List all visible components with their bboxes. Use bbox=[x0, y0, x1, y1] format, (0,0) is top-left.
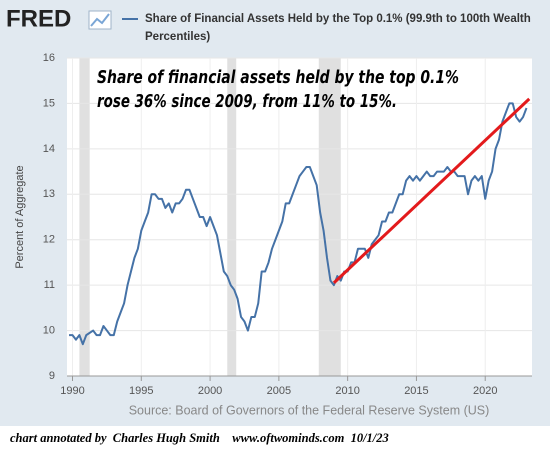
recession-band bbox=[79, 58, 90, 376]
y-tick-label: 10 bbox=[43, 324, 55, 336]
y-tick-label: 11 bbox=[44, 279, 55, 291]
x-tick-label: 2010 bbox=[335, 385, 359, 397]
y-tick-label: 16 bbox=[43, 52, 55, 64]
x-tick-label: 1995 bbox=[129, 385, 153, 397]
x-tick-label: 2015 bbox=[404, 385, 428, 397]
x-tick-label: 2005 bbox=[267, 385, 291, 397]
y-tick-label: 9 bbox=[49, 370, 55, 382]
recession-band bbox=[318, 58, 341, 376]
chart: FRED Percent of Aggregate Source: Board … bbox=[6, 5, 532, 417]
source: Source: Board of Governors of the Federa… bbox=[129, 403, 490, 417]
recession-band bbox=[227, 58, 237, 376]
logo: FRED bbox=[6, 5, 71, 32]
legend-label: Share of Financial Assets Held by the To… bbox=[145, 13, 531, 43]
y-tick-label: 13 bbox=[43, 188, 55, 200]
annotation: Share of financial assets held by the to… bbox=[97, 68, 459, 88]
y-tick-label: 14 bbox=[43, 143, 55, 155]
annotation: rose 36% since 2009, from 11% to 15%. bbox=[97, 92, 397, 112]
y-tick-label: 15 bbox=[43, 97, 55, 109]
y-tick-label: 12 bbox=[43, 234, 55, 246]
footer: chart annotated by Charles Hugh Smith ww… bbox=[10, 431, 389, 445]
x-tick-label: 1990 bbox=[60, 385, 84, 397]
plot-area bbox=[67, 58, 532, 376]
x-tick-label: 2000 bbox=[198, 385, 222, 397]
trend-line bbox=[332, 97, 531, 284]
y-axis-label: Percent of Aggregate bbox=[14, 165, 26, 268]
x-tick-label: 2020 bbox=[473, 385, 497, 397]
logo-icon bbox=[88, 10, 112, 30]
